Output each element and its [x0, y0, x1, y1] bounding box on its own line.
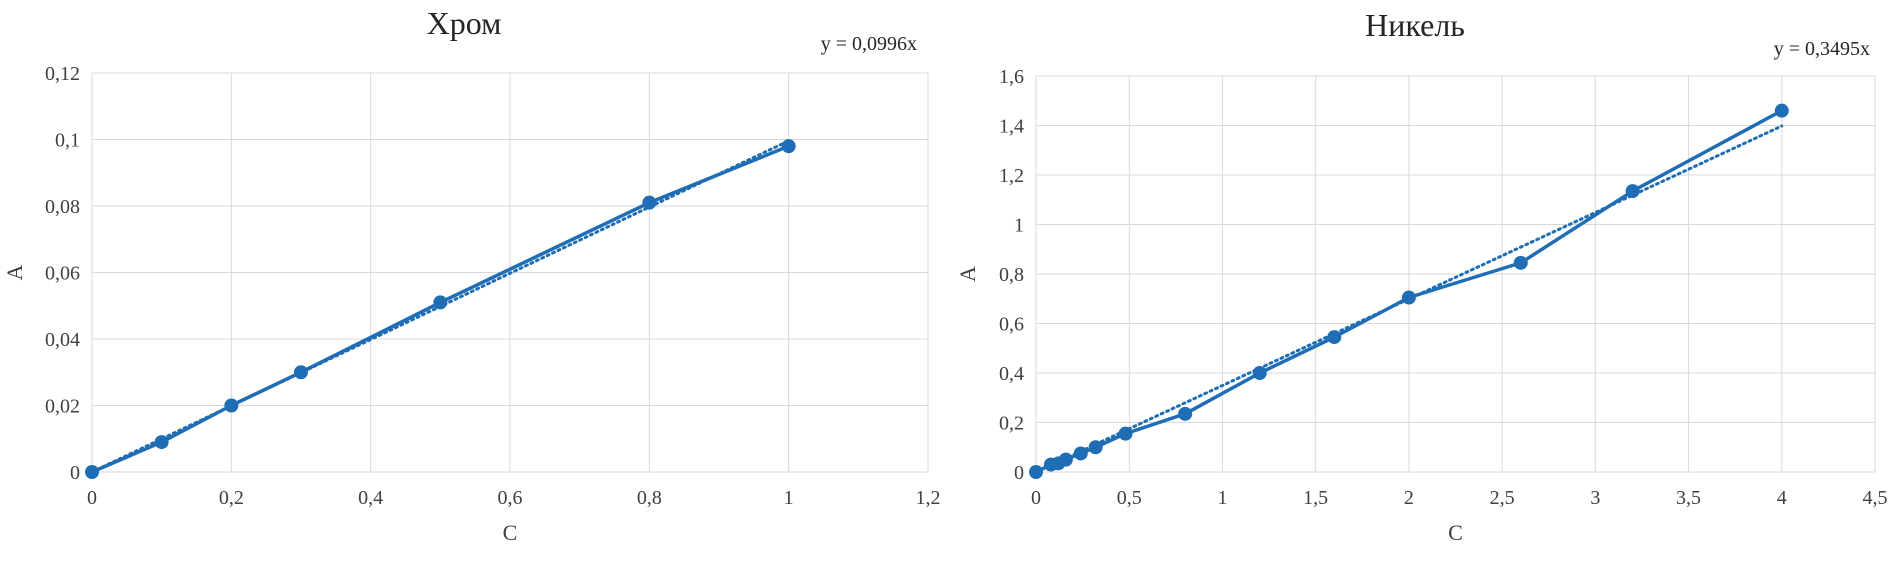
nickel-x-tick-label: 4: [1777, 487, 1787, 509]
chromium-x-tick-label: 0,4: [358, 487, 383, 509]
chromium-x-axis-label: C: [503, 520, 518, 545]
nickel-data-point: [1774, 103, 1789, 118]
chromium-data-point: [85, 465, 99, 479]
nickel-x-tick-label: 1,5: [1303, 487, 1328, 509]
nickel-y-tick-label: 0,2: [999, 413, 1024, 435]
chromium-chart-title: Хром: [427, 5, 502, 41]
chromium-data-point: [781, 139, 796, 154]
nickel-data-point: [1118, 426, 1133, 441]
chromium-gridlines: [91, 72, 929, 473]
nickel-data-point: [1513, 255, 1528, 270]
chart-chromium: 0 0,02 0,04 0,06 0,08 0,1 0,12 0 0,2 0,4 0,6 0,8 1 1,…: [0, 0, 945, 563]
nickel-data-point: [1327, 330, 1342, 345]
chart-nickel-svg: 0 0,2 0,4 0,6 0,8 1 1,2 1,4 1,6 0 0,5 1 1,5 2 2,5 3 3,5 4…: [955, 7, 1888, 545]
nickel-data-point: [1058, 452, 1073, 467]
chromium-data-point: [154, 435, 169, 450]
nickel-chart-title: Никель: [1365, 7, 1465, 43]
nickel-data-point: [1625, 184, 1640, 199]
nickel-x-tick-label: 0,5: [1117, 487, 1142, 509]
chromium-data-point: [224, 398, 239, 413]
nickel-x-tick-label: 0: [1031, 487, 1041, 509]
nickel-x-axis-label: C: [1448, 520, 1463, 545]
nickel-y-tick-label: 0,4: [999, 363, 1024, 385]
chromium-y-tick-label: 0: [70, 462, 80, 484]
chart-chromium-svg: 0 0,02 0,04 0,06 0,08 0,1 0,12 0 0,2 0,4 0,6 0,8 1 1,…: [2, 5, 941, 545]
nickel-x-tick-label: 4,5: [1863, 487, 1888, 509]
nickel-y-axis-label: A: [955, 266, 980, 282]
chart-nickel: 0 0,2 0,4 0,6 0,8 1 1,2 1,4 1,6 0 0,5 1 1,5 2 2,5 3 3,5 4…: [945, 0, 1897, 563]
nickel-data-point: [1252, 366, 1267, 380]
nickel-y-tick-label: 0,6: [999, 314, 1024, 336]
nickel-y-tick-label: 0,8: [999, 264, 1024, 286]
nickel-x-tick-label: 3,5: [1676, 487, 1701, 509]
nickel-x-tick-label: 1: [1217, 487, 1227, 509]
chromium-x-tick-label: 0: [87, 487, 97, 509]
nickel-x-tick-label: 2,5: [1490, 487, 1515, 509]
chromium-y-tick-label: 0,06: [45, 263, 80, 285]
chromium-x-tick-label: 0,6: [498, 487, 523, 509]
nickel-gridlines: [1035, 75, 1876, 473]
nickel-data-point: [1178, 406, 1193, 421]
chromium-x-tick-label: 1,2: [916, 487, 941, 509]
chromium-y-tick-label: 0,02: [45, 396, 80, 418]
nickel-x-tick-label: 3: [1590, 487, 1600, 509]
nickel-data-point: [1088, 440, 1103, 455]
nickel-y-tick-label: 1,6: [999, 66, 1024, 88]
chromium-y-tick-label: 0,08: [45, 196, 80, 218]
nickel-y-tick-label: 0: [1014, 462, 1024, 484]
nickel-y-tick-label: 1: [1014, 215, 1024, 237]
nickel-data-point: [1073, 446, 1088, 461]
chromium-x-tick-label: 0,8: [637, 487, 662, 509]
nickel-x-tick-label: 2: [1404, 487, 1414, 509]
chromium-data-point: [433, 295, 448, 310]
nickel-trendline-equation: y = 0,3495x: [1774, 38, 1870, 60]
chromium-trendline-equation: y = 0,0996x: [821, 33, 917, 55]
chromium-y-tick-label: 0,1: [55, 130, 80, 152]
chromium-data-point: [294, 365, 308, 380]
chromium-data-point: [642, 195, 657, 210]
nickel-y-tick-label: 1,2: [999, 165, 1024, 187]
chromium-x-tick-label: 0,2: [219, 487, 244, 509]
nickel-y-tick-label: 1,4: [999, 116, 1024, 138]
nickel-data-point: [1401, 290, 1416, 305]
chromium-y-axis-label: A: [2, 264, 27, 280]
nickel-data-point: [1029, 465, 1043, 479]
chromium-y-tick-label: 0,04: [45, 329, 80, 351]
chromium-y-tick-label: 0,12: [45, 63, 80, 85]
chromium-x-tick-label: 1: [784, 487, 794, 509]
